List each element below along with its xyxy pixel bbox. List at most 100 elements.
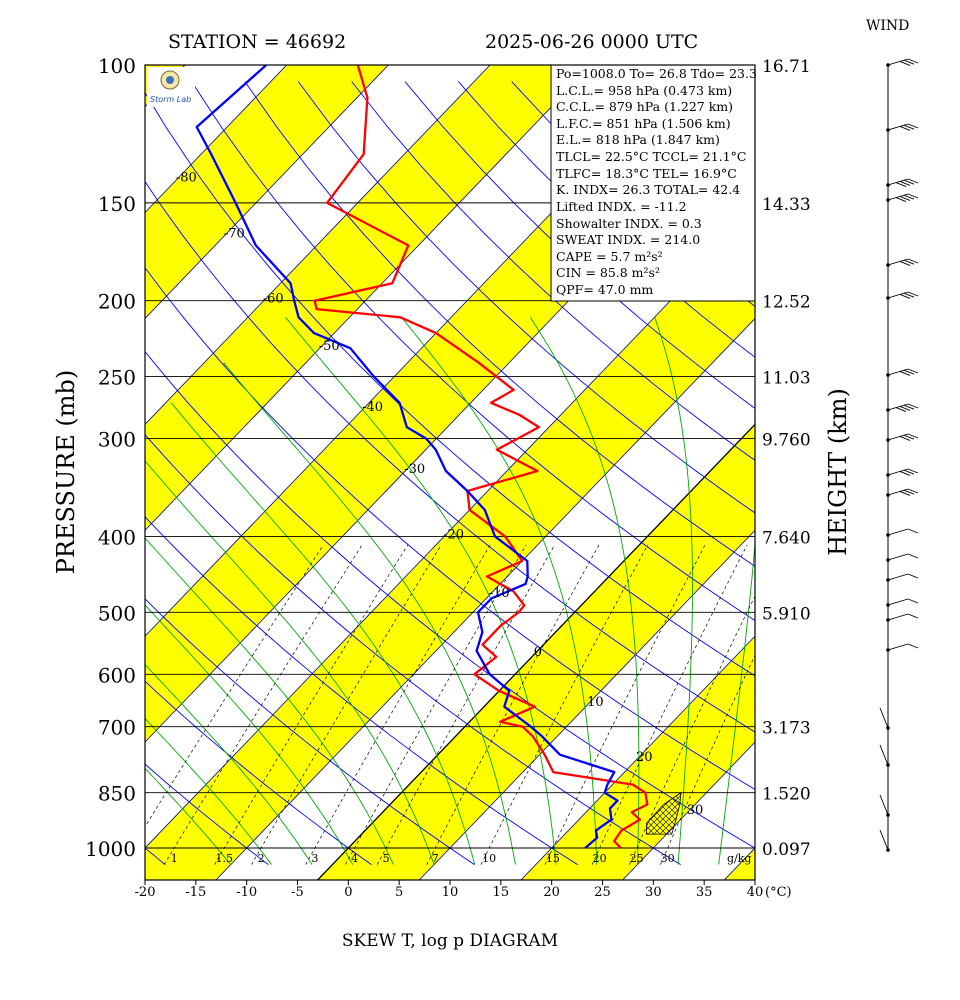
wind-barb-feather [899,293,911,299]
dry-adiabat [145,350,755,849]
isotherm-line [923,60,960,885]
pressure-axis-label: PRESSURE (mb) [52,370,80,575]
moist-adiabat [145,767,232,865]
isotherm-label: -20 [443,527,464,542]
wind-barb-feather [903,59,915,65]
mixing-ratio-labels: 0.7 1 1.5 2 3 4 5 7 10 15 20 25 30 [171,852,675,865]
wind-barb-feather [907,468,919,474]
pressure-tick-label: 400 [98,525,136,549]
pressure-tick-label: 600 [98,663,136,687]
wind-barb-feather [895,197,907,203]
wind-barb-feather [907,528,919,534]
x-tick-label: -20 [135,885,156,900]
moist-adiabat [285,317,557,865]
pressure-tick-label: 250 [98,366,136,390]
wind-barb-shaft [887,291,909,299]
wind-barb-shaft [887,403,909,411]
wind-barb-shaft [887,178,909,186]
isotherm-labels: -90 -80 -70 -60 -50 -40 -30 -20 -10 0 10 20 30 [145,118,704,818]
mixing-ratio-label: 1 [171,852,178,865]
wind-barb-feather [895,407,907,413]
dry-adiabat [297,81,755,514]
x-tick-label: 25 [594,885,611,900]
svg-text:Storm Lab: Storm Lab [150,95,191,104]
isotherm-label: 30 [687,803,704,818]
wind-barb-feather [903,434,915,440]
isotherm-label: -80 [176,170,197,185]
index-line: CAPE = 5.7 m²s² [556,249,663,264]
height-ticks: 16.71 14.33 12.52 11.03 9.760 7.640 5.910 3.173… [762,57,811,860]
wind-barb-shaft [887,573,909,581]
mixing-ratio-line [214,544,409,865]
wind-barb-feather [907,123,919,129]
dry-adiabat [145,763,269,865]
moist-adiabat [401,317,598,865]
mixing-ratio-label: 15 [546,852,560,865]
isotherm-line [145,65,491,425]
wind-barb-shaft [887,613,909,621]
index-line: E.L.= 818 hPa (1.847 km) [556,132,720,147]
wind-barb-feather [907,368,919,374]
x-tick-label: 40 [747,885,764,900]
index-line: Po=1008.0 To= 26.8 Tdo= 23.3 [556,66,757,81]
mixing-ratio-label: 10 [482,852,496,865]
pressure-tick-label: 200 [98,290,136,314]
wind-barb-feather [903,404,915,410]
index-line: K. INDX= 26.3 TOTAL= 42.4 [556,182,740,197]
wind-barb-feather [899,260,911,266]
dry-adiabat [145,680,372,865]
wind-barb-shaft [887,598,909,606]
wind-barb-shaft [879,707,889,729]
moist-adiabat [529,317,640,865]
isotherm-label: -40 [362,400,383,415]
x-tick-label: -10 [236,885,257,900]
dry-adiabat [145,516,578,865]
dry-adiabat [351,81,755,461]
wind-barb-feather [899,370,911,376]
moist-adiabat [145,717,272,865]
mixing-ratio-line [305,544,491,865]
index-line: QPF= 47.0 mm [556,282,653,297]
isotherm-label: -70 [224,226,245,241]
mixing-ratio-line [251,544,442,865]
isotherm-line [215,317,755,880]
pressure-tick-label: 500 [98,601,136,625]
isotherm-label: -30 [404,462,425,477]
index-line: Showalter INDX. = 0.3 [556,216,702,231]
wind-barb-feather [907,643,919,649]
temperature-profile [313,65,649,849]
dry-adiabat [145,180,755,733]
wind-barbs [879,58,919,852]
temperature-ticks: -20 -15 -10 -5 0 5 10 15 20 25 30 35 40 [135,880,764,900]
pressure-tick-label: 700 [98,716,136,740]
pressure-ticks: 100 150 200 250 300 400 500 600 700 850 1000 [85,54,136,861]
wind-barb-feather [899,195,911,201]
index-line: L.F.C.= 851 hPa (1.506 km) [556,116,731,131]
isotherm-line [145,65,389,320]
isotherm-label: -60 [263,292,284,307]
isotherm-line [145,212,755,849]
mixing-ratio-label: 3 [311,852,318,865]
dry-adiabat [145,847,166,865]
index-line: TLCL= 22.5°C TCCL= 21.1°C [556,149,746,164]
height-tick-label: 7.640 [762,528,811,548]
height-tick-label: 9.760 [762,431,811,451]
wind-barb-shaft [887,58,909,66]
station-label: STATION = 46692 [168,31,346,53]
wind-barb-shaft [887,553,909,561]
x-tick-label: 20 [543,885,560,900]
wind-barb-feather [903,489,915,495]
x-tick-label: -5 [291,885,304,900]
index-line: L.C.L.= 958 hPa (0.473 km) [556,83,732,98]
wind-barb-shaft [887,488,909,496]
dry-adiabat [191,81,755,622]
moist-adiabat [654,317,693,865]
height-tick-label: 14.33 [762,195,811,215]
height-tick-label: 3.173 [762,719,811,739]
wind-barb-feather [907,178,919,184]
x-tick-label: 15 [493,885,510,900]
isotherm-line [520,635,755,880]
height-tick-label: 11.03 [762,369,811,389]
